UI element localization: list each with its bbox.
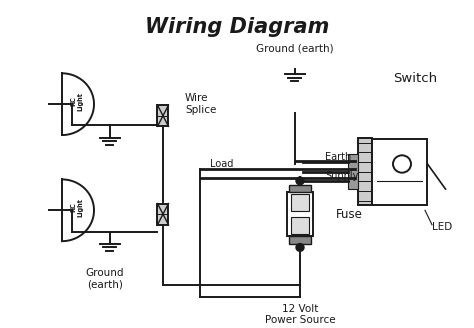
Circle shape: [296, 244, 304, 251]
Bar: [291, 195, 309, 211]
Text: Fuse: Fuse: [336, 208, 363, 221]
Bar: [358, 138, 373, 205]
Bar: [348, 154, 358, 189]
Text: Wire
Splice: Wire Splice: [185, 93, 216, 115]
Text: Switch: Switch: [393, 72, 437, 85]
Text: Wiring Diagram: Wiring Diagram: [145, 17, 329, 37]
Circle shape: [296, 177, 304, 185]
Text: LED: LED: [432, 222, 452, 232]
Bar: [287, 193, 313, 236]
Text: KC
Light: KC Light: [70, 198, 83, 217]
Text: KC
Light: KC Light: [70, 92, 83, 111]
Circle shape: [393, 155, 411, 173]
Bar: [157, 204, 168, 225]
Text: Load: Load: [210, 159, 233, 169]
Bar: [157, 105, 168, 126]
Text: 12 Volt
Power Source: 12 Volt Power Source: [264, 304, 335, 325]
Text: Ground
(earth): Ground (earth): [86, 268, 124, 290]
Text: Ground (earth): Ground (earth): [256, 43, 334, 53]
Bar: [373, 139, 428, 205]
Bar: [291, 217, 309, 234]
Text: Supply: Supply: [325, 171, 358, 181]
Bar: [289, 236, 311, 244]
Bar: [289, 185, 311, 193]
Text: Earth: Earth: [325, 152, 351, 162]
